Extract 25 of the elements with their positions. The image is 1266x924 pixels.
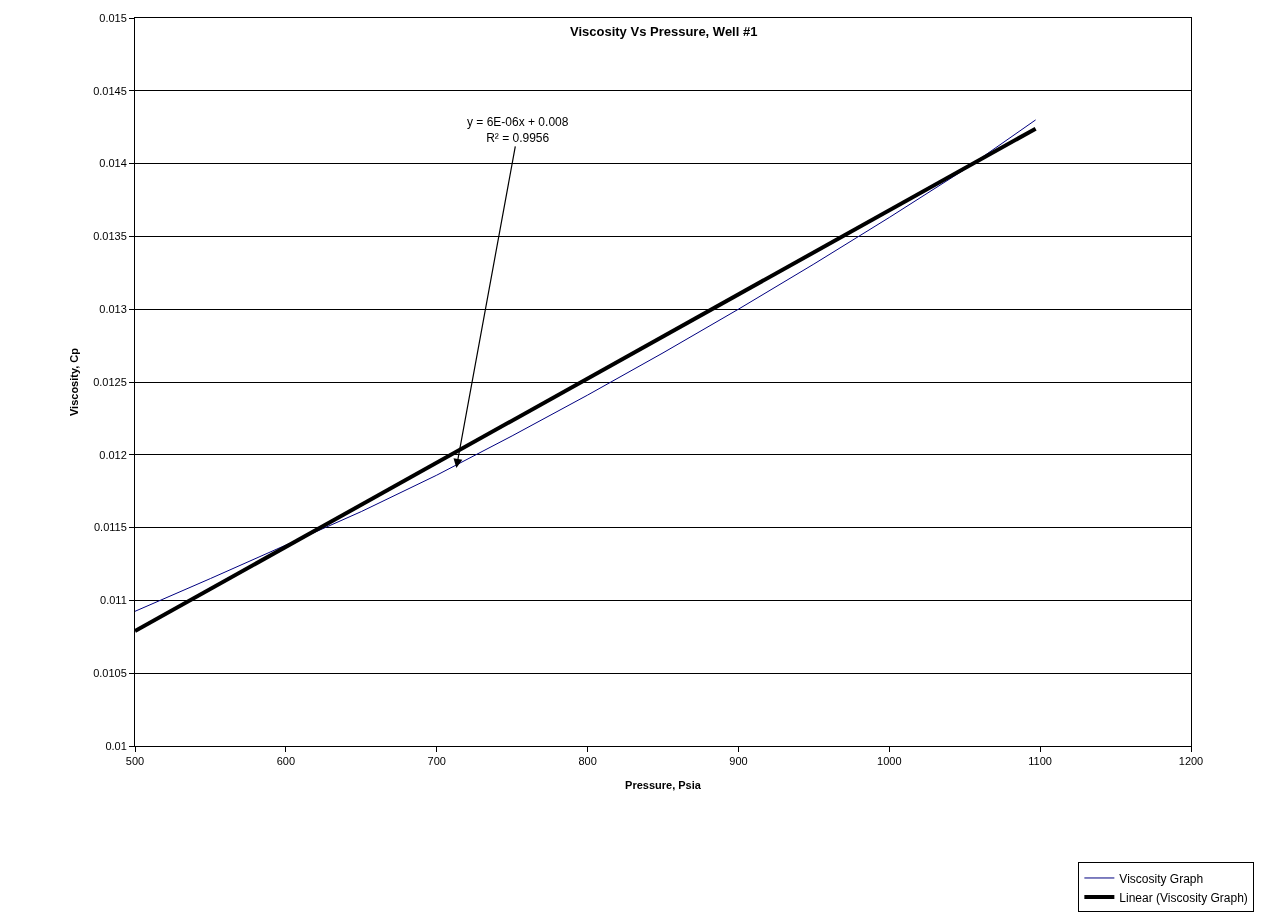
y-tick-label: 0.012 bbox=[99, 448, 127, 461]
x-tick-label: 900 bbox=[729, 755, 748, 768]
legend-label: Linear (Viscosity Graph) bbox=[1119, 890, 1248, 905]
y-tick-label: 0.013 bbox=[99, 303, 127, 316]
x-tick-label: 600 bbox=[276, 755, 296, 768]
x-tick-label: 800 bbox=[578, 755, 597, 768]
y-tick-label: 0.015 bbox=[99, 11, 127, 24]
y-tick-label: 0.0125 bbox=[93, 375, 127, 388]
y-tick-label: 0.0135 bbox=[93, 230, 127, 243]
y-tick-label: 0.014 bbox=[99, 157, 127, 170]
x-tick-label: 1200 bbox=[1178, 755, 1204, 768]
x-tick-label: 1100 bbox=[1028, 755, 1052, 768]
x-tick-label: 700 bbox=[427, 755, 446, 768]
y-tick-label: 0.0145 bbox=[93, 84, 127, 97]
x-tick-label: 1000 bbox=[877, 755, 902, 768]
y-tick-label: 0.0115 bbox=[93, 521, 127, 534]
text: Viscosity Vs Pressure, Well #1 bbox=[570, 24, 758, 39]
x-tick-label: 500 bbox=[125, 755, 145, 768]
x-axis-title: Pressure, Psia bbox=[625, 779, 702, 792]
y-tick-label: 0.011 bbox=[100, 594, 127, 607]
y-tick-label: 0.0105 bbox=[93, 667, 127, 680]
y-tick-label: 0.01 bbox=[105, 739, 127, 752]
legend-label: Viscosity Graph bbox=[1119, 871, 1204, 886]
annotation: y = 6E-06x + 0.008 R² = 0.9956 bbox=[467, 115, 569, 145]
y-axis-title: Viscosity, Cp bbox=[67, 347, 80, 417]
